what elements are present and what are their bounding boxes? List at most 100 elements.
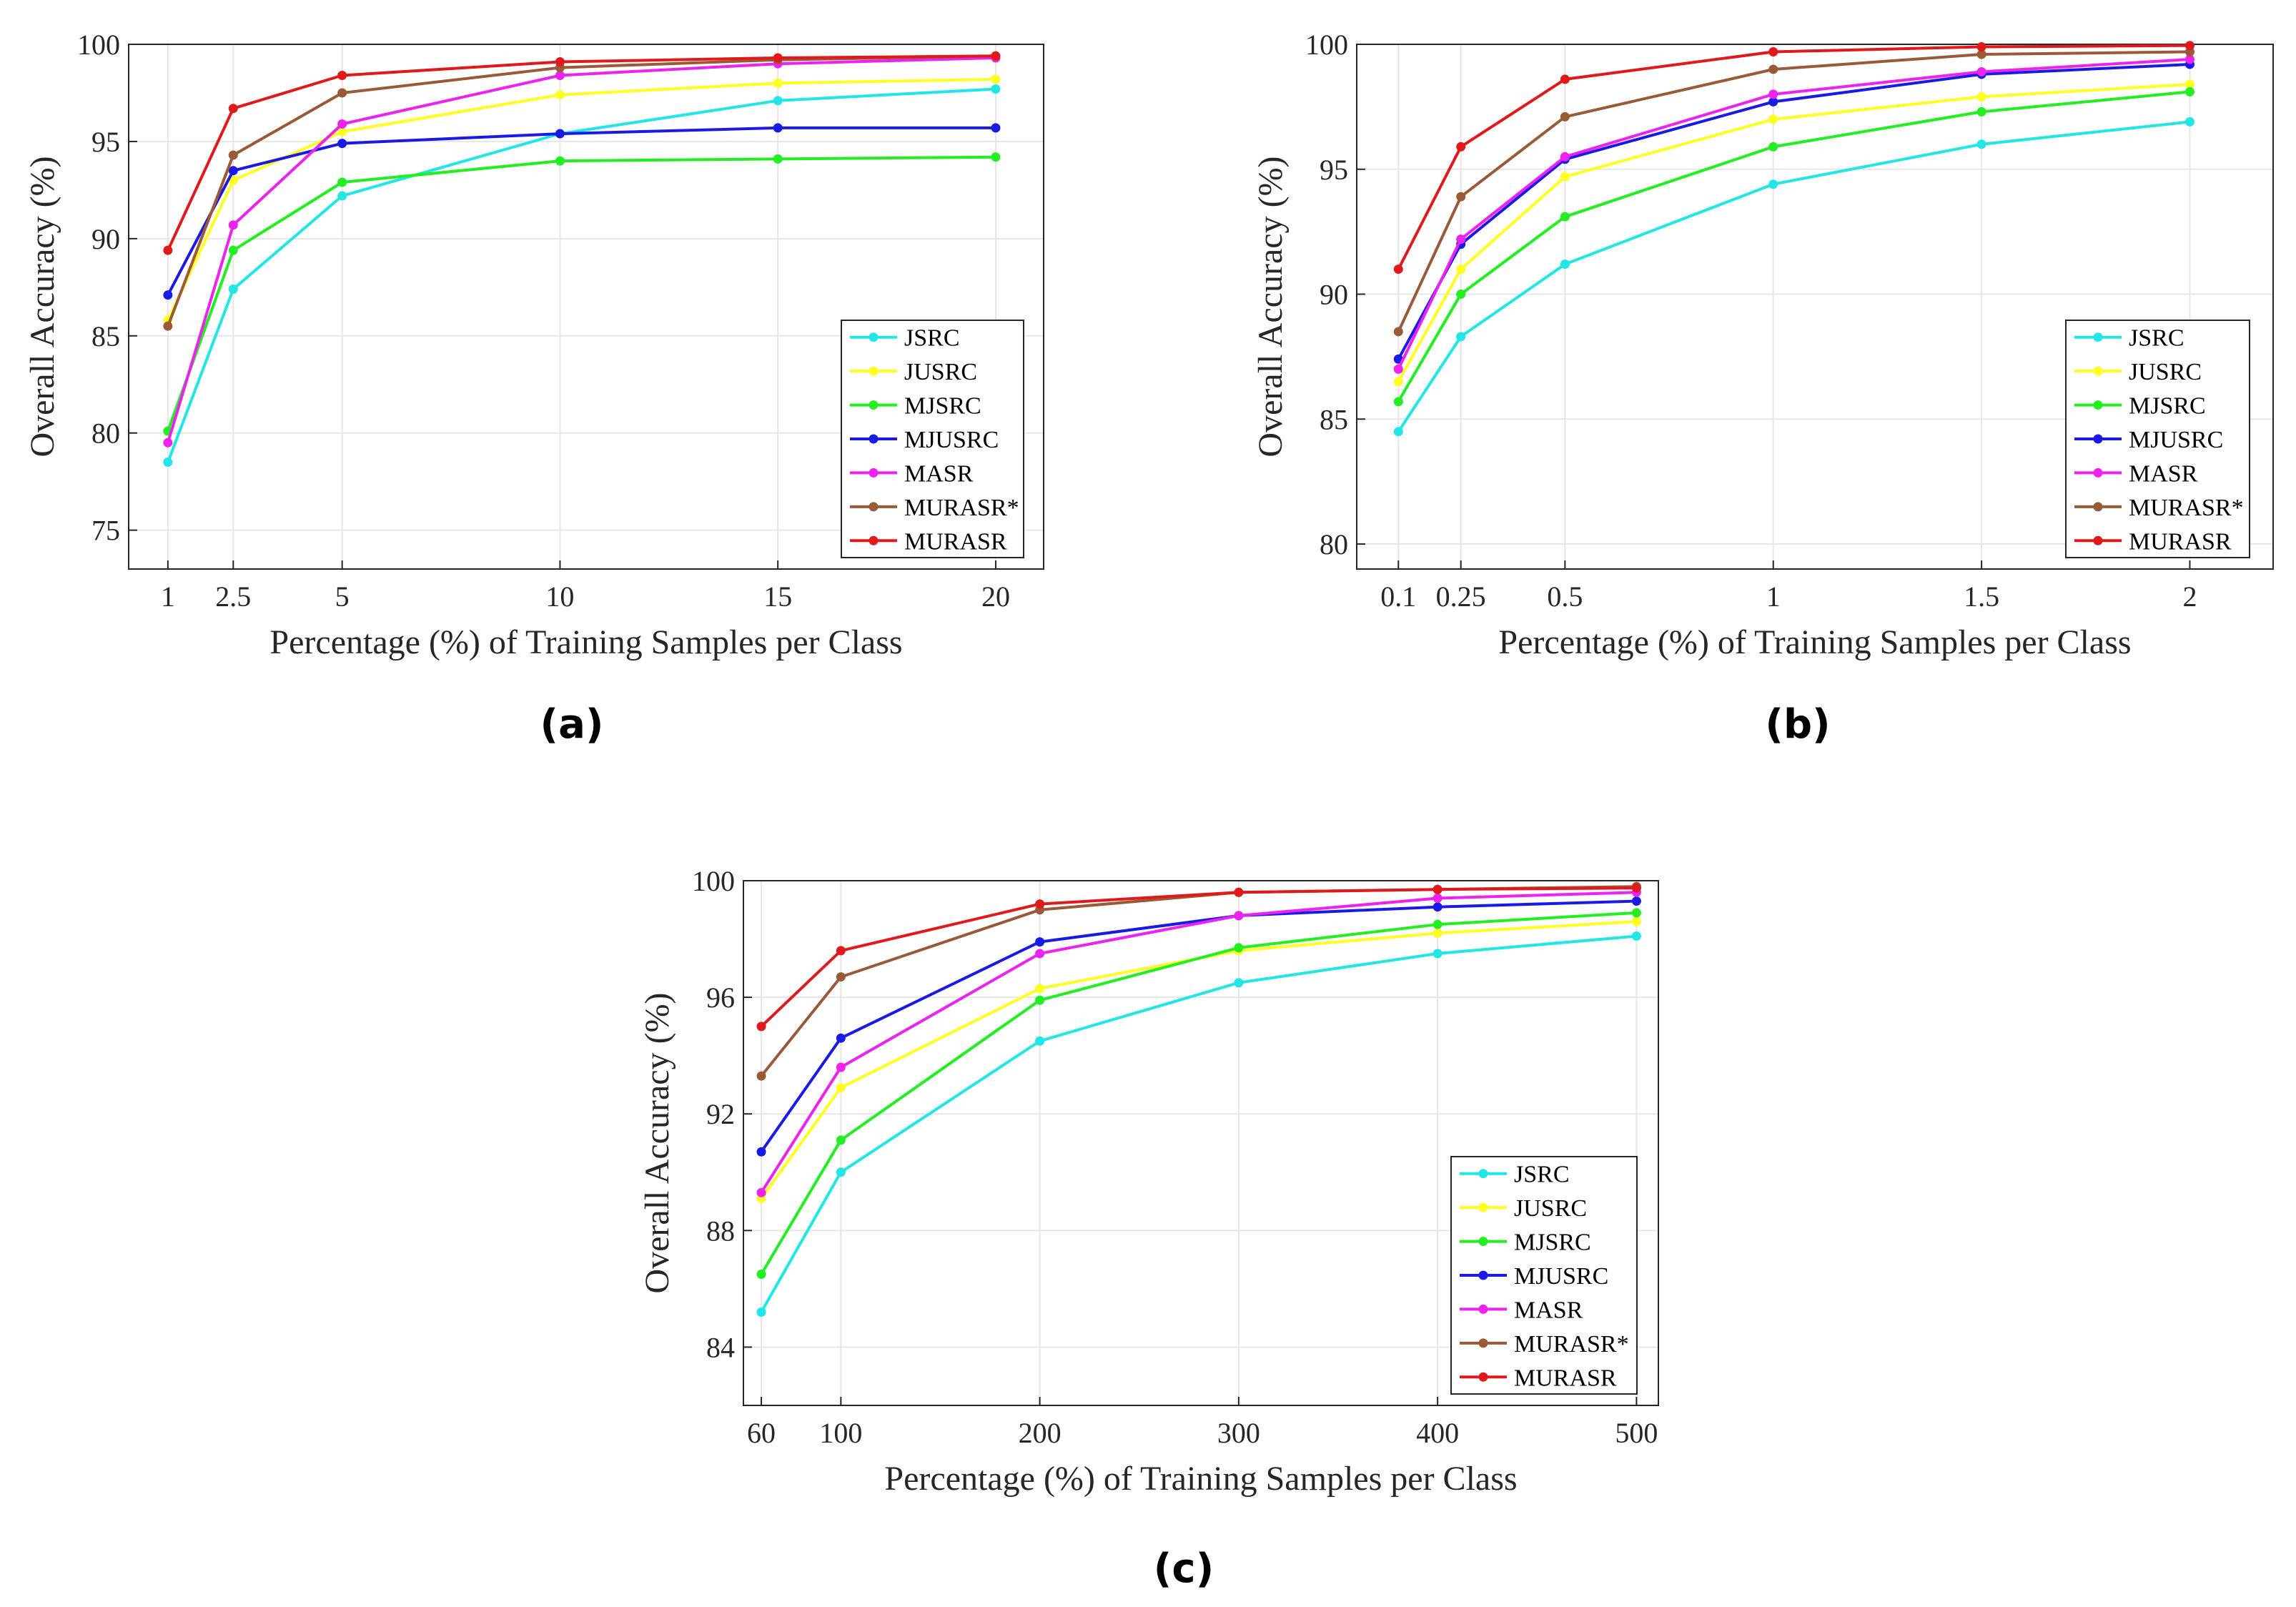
x-tick-label: 60 <box>747 1417 776 1449</box>
data-point <box>1976 92 1986 102</box>
data-point <box>163 457 173 467</box>
data-point <box>1631 931 1641 941</box>
series-murasr <box>163 51 1001 255</box>
axes-frame <box>743 880 1659 1406</box>
data-point <box>1560 152 1570 162</box>
x-axis-label: Percentage (%) of Training Samples per C… <box>269 623 902 661</box>
data-point <box>163 321 173 331</box>
data-point <box>163 437 173 448</box>
data-point <box>756 1022 766 1032</box>
data-point <box>1456 290 1466 300</box>
series-mjusrc <box>163 123 1001 300</box>
data-point <box>1432 919 1443 929</box>
series-line <box>167 126 996 296</box>
data-point <box>337 191 347 201</box>
y-tick-label: 100 <box>77 29 120 61</box>
data-point <box>2184 117 2194 127</box>
data-point <box>1432 902 1443 912</box>
y-tick-label: 95 <box>91 126 120 158</box>
series-line <box>760 899 1637 1153</box>
data-point <box>756 1187 766 1197</box>
data-point <box>773 53 783 63</box>
series-line <box>1397 90 2190 402</box>
series-murasr- <box>1393 46 2194 337</box>
data-point <box>756 1270 766 1279</box>
legend-swatch-marker <box>2093 468 2103 478</box>
series-line <box>1397 44 2190 270</box>
data-point <box>1393 377 1403 387</box>
x-tick-label: 0.25 <box>1436 580 1486 613</box>
y-tick-label: 75 <box>91 515 120 547</box>
legend-swatch-marker <box>1478 1202 1488 1212</box>
data-point <box>836 1167 846 1177</box>
legend-swatch-marker <box>2093 400 2103 410</box>
data-point <box>991 152 1001 162</box>
data-point <box>836 1033 846 1043</box>
data-point <box>1035 1036 1045 1046</box>
x-axis-label: Percentage (%) of Training Samples per C… <box>1498 623 2131 661</box>
data-point <box>228 220 238 230</box>
legend-entry-label: JSRC <box>904 325 960 352</box>
series-mjsrc <box>1393 86 2194 407</box>
x-tick-label: 100 <box>819 1417 862 1449</box>
legend-entry-label: MURASR* <box>904 495 1019 521</box>
data-point <box>773 96 783 106</box>
x-tick-label: 300 <box>1217 1417 1260 1449</box>
data-point <box>1976 107 1986 117</box>
y-axis-label: Overall Accuracy (%) <box>638 992 676 1293</box>
y-tick-label: 95 <box>1320 154 1348 186</box>
legend-entry-label: JSRC <box>2129 325 2184 352</box>
data-point <box>1432 949 1443 959</box>
data-point <box>163 245 173 255</box>
data-point <box>2184 79 2194 89</box>
y-tick-label: 92 <box>706 1098 735 1130</box>
data-point <box>228 285 238 295</box>
data-point <box>836 1135 846 1145</box>
chart-panel-a: 75 80 85 90 95 100 1 2.5 5 10 15 20 Percentage (%) o… <box>24 29 1044 661</box>
y-tick-label: 85 <box>1320 403 1348 435</box>
data-point <box>1976 66 1986 76</box>
data-point <box>1768 46 1778 56</box>
x-tick-label: 20 <box>981 580 1010 613</box>
data-point <box>1560 74 1570 84</box>
y-tick-label: 90 <box>1320 279 1348 311</box>
charts-container: 75 80 85 90 95 100 1 2.5 5 10 15 20 Percentage (%) o… <box>24 29 2274 1498</box>
series-line <box>1397 120 2190 432</box>
panel-label-c: (c) <box>1154 1546 1214 1592</box>
series-line <box>760 886 1637 1028</box>
legend-swatch-marker <box>1478 1304 1488 1314</box>
series-line <box>167 77 996 321</box>
data-point <box>1976 49 1986 59</box>
data-point <box>836 1083 846 1093</box>
x-axis-label: Percentage (%) of Training Samples per C… <box>884 1460 1517 1498</box>
data-point <box>1234 887 1244 897</box>
x-tick-label: 0.1 <box>1380 580 1416 613</box>
data-point <box>991 123 1001 133</box>
data-point <box>1035 937 1045 947</box>
data-point <box>1035 899 1045 909</box>
data-point <box>1393 364 1403 374</box>
data-point <box>337 119 347 129</box>
data-point <box>1456 142 1466 152</box>
data-point <box>1631 883 1641 893</box>
y-tick-label: 80 <box>91 417 120 450</box>
data-point <box>337 139 347 149</box>
data-point <box>1560 112 1570 122</box>
series-line <box>166 56 996 443</box>
x-tick-label: 0.5 <box>1547 580 1583 613</box>
data-point <box>1393 397 1403 407</box>
legend-entry-label: MURASR <box>904 528 1007 555</box>
data-point <box>991 84 1001 94</box>
legend-entry-label: JSRC <box>1514 1162 1570 1188</box>
data-point <box>1456 332 1466 342</box>
data-point <box>555 156 565 166</box>
series-line <box>167 155 996 432</box>
data-point <box>1393 327 1403 337</box>
legend-entry-label: MURASR <box>1514 1365 1617 1391</box>
legend-entry-label: MJSRC <box>1514 1230 1591 1256</box>
legend-entry-label: JUSRC <box>1514 1195 1587 1222</box>
data-point <box>1768 114 1778 124</box>
x-tick-label: 2 <box>2182 580 2197 613</box>
legend-entry-label: MJSRC <box>2129 393 2206 420</box>
x-tick-label: 1 <box>1766 580 1781 613</box>
